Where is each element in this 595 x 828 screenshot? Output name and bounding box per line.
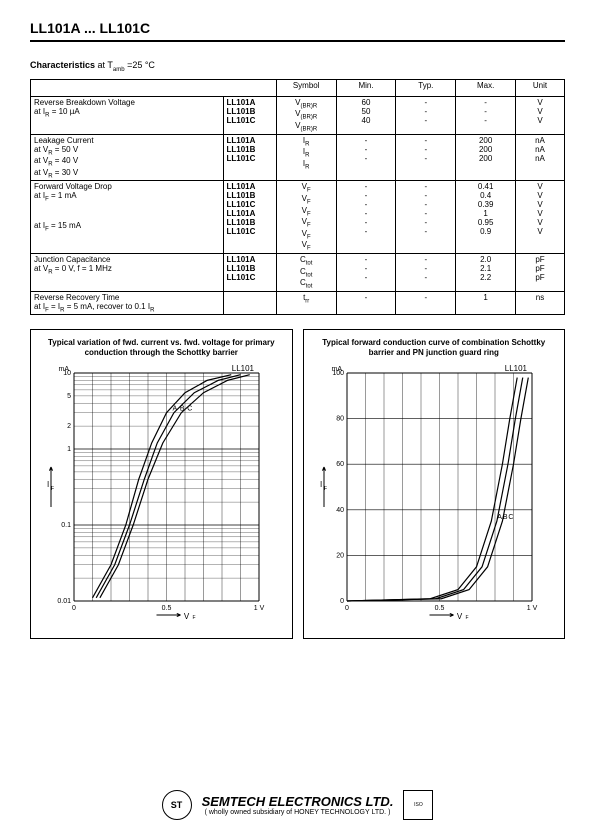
page-title: LL101A ... LL101C xyxy=(30,20,565,36)
chart-1-box: Typical variation of fwd. current vs. fw… xyxy=(30,329,293,639)
svg-text:F: F xyxy=(465,615,468,621)
svg-text:1 V: 1 V xyxy=(526,605,537,612)
chart-2-title: Typical forward conduction curve of comb… xyxy=(312,338,557,357)
svg-text:LL101: LL101 xyxy=(232,364,255,373)
chart-1-title: Typical variation of fwd. current vs. fw… xyxy=(39,338,284,357)
characteristics-title: Characteristics at Tamb =25 °C xyxy=(30,60,565,73)
chart-1-svg: 0.010.11251000.51 VmAIFVFLL101ABC xyxy=(39,361,269,621)
svg-text:0.1: 0.1 xyxy=(61,522,71,529)
svg-text:LL101: LL101 xyxy=(504,364,527,373)
characteristics-table: Symbol Min. Typ. Max. Unit Reverse Break… xyxy=(30,79,565,316)
svg-text:80: 80 xyxy=(336,416,344,423)
svg-text:V: V xyxy=(184,612,190,621)
svg-text:C: C xyxy=(187,406,192,413)
svg-text:0.01: 0.01 xyxy=(57,598,71,605)
svg-text:0: 0 xyxy=(340,598,344,605)
svg-text:60: 60 xyxy=(336,462,344,469)
svg-text:mA: mA xyxy=(59,366,70,373)
svg-text:I: I xyxy=(47,480,49,489)
svg-text:mA: mA xyxy=(331,366,342,373)
svg-text:0: 0 xyxy=(345,605,349,612)
chart-2-box: Typical forward conduction curve of comb… xyxy=(303,329,566,639)
company-logo-icon: ST xyxy=(162,790,192,820)
divider xyxy=(30,40,565,42)
svg-text:0.5: 0.5 xyxy=(434,605,444,612)
footer: ST SEMTECH ELECTRONICS LTD. ( wholly own… xyxy=(0,790,595,820)
svg-text:2: 2 xyxy=(67,424,71,431)
svg-text:1 V: 1 V xyxy=(254,605,265,612)
svg-text:C: C xyxy=(508,515,513,522)
svg-text:20: 20 xyxy=(336,553,344,560)
svg-text:V: V xyxy=(456,612,462,621)
svg-text:1: 1 xyxy=(67,446,71,453)
svg-text:0: 0 xyxy=(72,605,76,612)
svg-text:F: F xyxy=(193,615,196,621)
cert-logo-icon: ISO xyxy=(403,790,433,820)
chart-2-svg: 02040608010000.51 VmAIFVFLL101ABC xyxy=(312,361,542,621)
footer-company: SEMTECH ELECTRONICS LTD. ( wholly owned … xyxy=(202,794,394,816)
svg-text:5: 5 xyxy=(67,393,71,400)
svg-text:I: I xyxy=(320,480,322,489)
svg-text:0.5: 0.5 xyxy=(162,605,172,612)
svg-text:40: 40 xyxy=(336,507,344,514)
